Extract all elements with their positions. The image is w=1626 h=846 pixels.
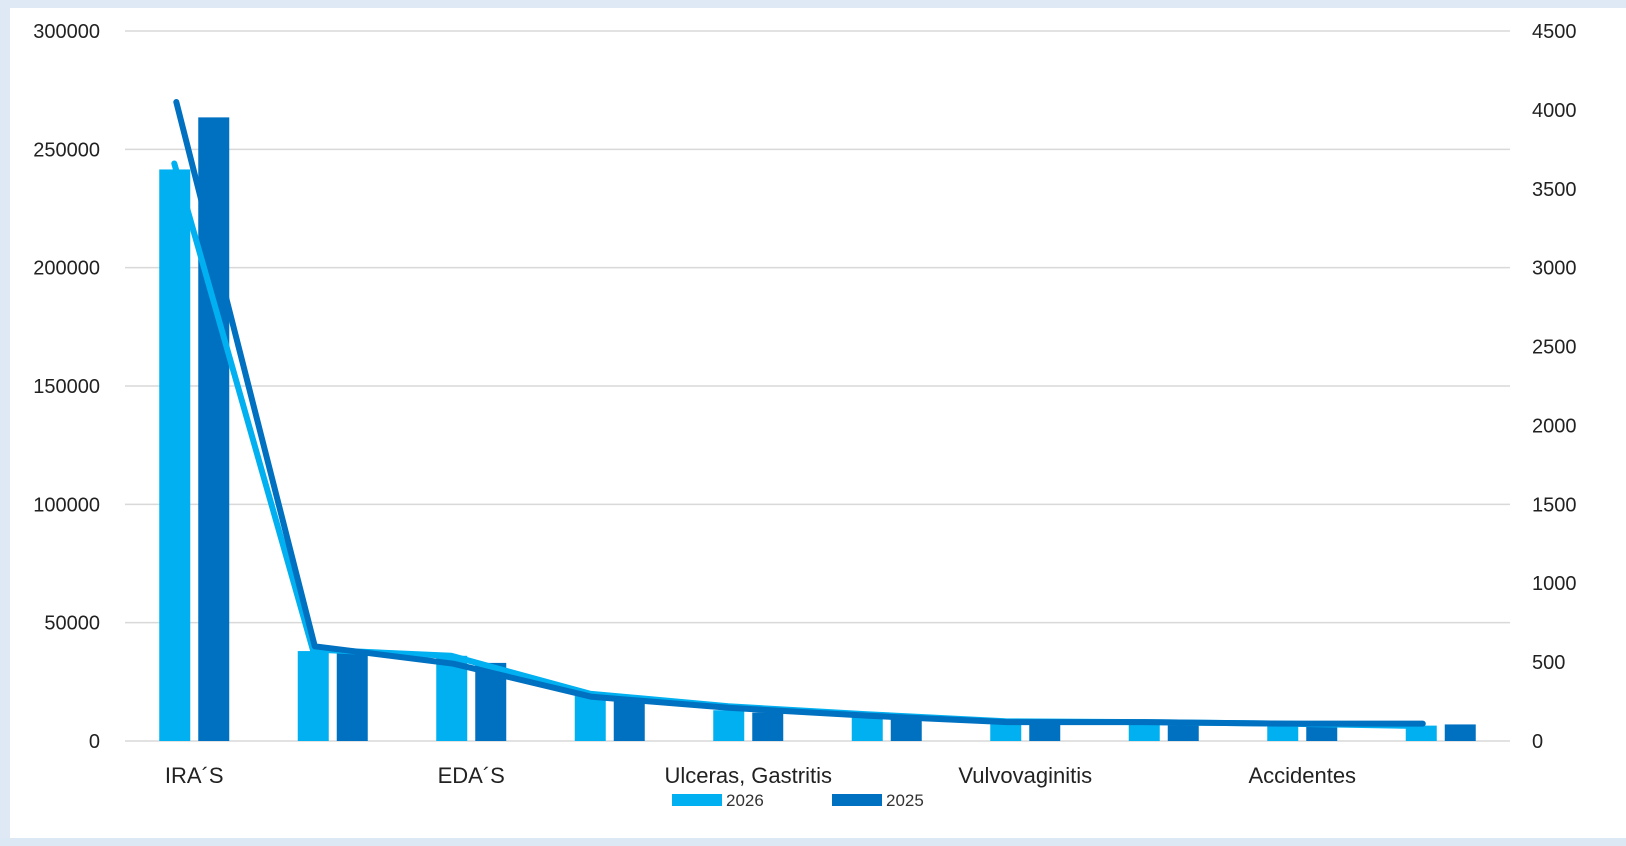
bar-2025 (1167, 723, 1199, 741)
x-category-label: Accidentes (1248, 763, 1356, 788)
y-left-tick-label: 150000 (33, 376, 100, 398)
left-axis-ticks: 0 50000 100000 150000 200000 250000 300000 (33, 21, 100, 753)
bar-2025 (336, 653, 368, 741)
gridlines (125, 30, 1510, 742)
x-category-label: EDA´S (438, 763, 505, 788)
y-left-tick-label: 250000 (33, 139, 100, 161)
x-category-label: Ulceras, Gastritis (665, 763, 832, 788)
bar-2026 (159, 169, 191, 741)
bar-2025 (1306, 724, 1338, 741)
bar-2026 (1405, 725, 1437, 741)
y-right-tick-label: 1500 (1532, 494, 1577, 516)
legend-label-2026: 2026 (726, 791, 764, 810)
combo-chart: 0 50000 100000 150000 200000 250000 300000 0 50… (33, 21, 1577, 810)
y-right-tick-label: 3000 (1532, 258, 1577, 280)
y-left-tick-label: 300000 (33, 21, 100, 43)
y-right-tick-label: 4000 (1532, 100, 1577, 122)
bar-2025 (198, 117, 230, 742)
series-lines (171, 99, 1426, 729)
x-category-label: IRA´S (165, 763, 224, 788)
y-right-tick-label: 2000 (1532, 415, 1577, 437)
y-left-tick-label: 200000 (33, 258, 100, 280)
legend-swatch-2026 (672, 794, 722, 806)
y-right-tick-label: 4500 (1532, 21, 1577, 43)
bar-2025 (613, 698, 645, 741)
y-right-tick-label: 0 (1532, 731, 1543, 753)
bar-2026 (1267, 724, 1299, 741)
category-labels: IRA´S EDA´S Ulceras, Gastritis Vulvovaginit… (165, 763, 1356, 788)
y-right-tick-label: 500 (1532, 652, 1565, 674)
y-right-tick-label: 3500 (1532, 179, 1577, 201)
y-left-tick-label: 0 (89, 731, 100, 753)
legend-label-2025: 2025 (886, 791, 924, 810)
bar-2026 (851, 714, 883, 741)
series-line (173, 99, 1426, 727)
y-right-tick-label: 1000 (1532, 573, 1577, 595)
bar-2026 (297, 651, 329, 741)
y-right-tick-label: 2500 (1532, 337, 1577, 359)
legend: 2026 2025 (672, 791, 924, 810)
bar-2026 (713, 710, 745, 741)
legend-swatch-2025 (832, 794, 882, 806)
y-left-tick-label: 50000 (44, 613, 100, 635)
right-axis-ticks: 0 500 1000 1500 2000 2500 3000 3500 4000 4500 (1532, 21, 1577, 753)
bar-2025 (752, 712, 784, 741)
bar-2025 (1029, 722, 1061, 741)
bar-2026 (1128, 723, 1160, 741)
bar-2025 (1444, 724, 1476, 741)
bar-2026 (574, 696, 606, 741)
bar-2026 (990, 722, 1022, 741)
bars (159, 117, 1476, 742)
bar-2026 (436, 655, 468, 741)
y-left-tick-label: 100000 (33, 494, 100, 516)
series-line (171, 160, 1424, 729)
x-category-label: Vulvovaginitis (958, 763, 1092, 788)
